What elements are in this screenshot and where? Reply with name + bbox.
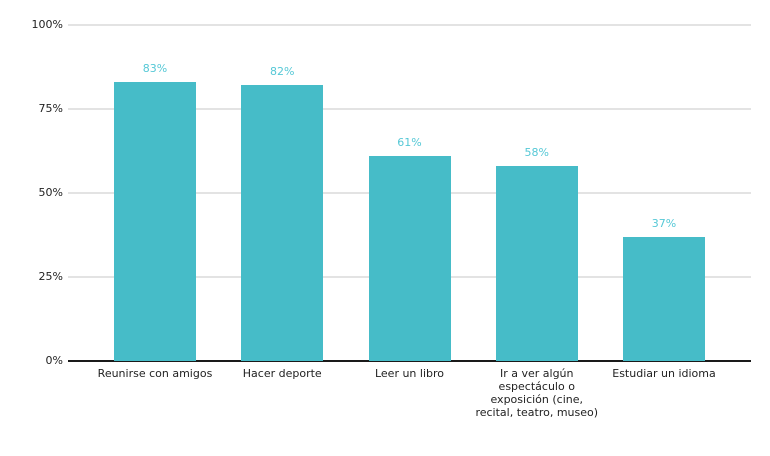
bar: [495, 166, 578, 361]
bar-value-label: 37%: [651, 216, 677, 230]
bar-value-label: 83%: [142, 62, 168, 76]
x-axis-category-label: Ir a ver algún espectáculo o exposición …: [475, 367, 599, 419]
bar-value-label: 61%: [397, 136, 422, 150]
bar-value-label: 58%: [524, 146, 549, 160]
y-axis-tick-label: 25%: [38, 270, 63, 283]
bar: [623, 236, 705, 361]
y-axis-tick-label: 100%: [31, 18, 63, 31]
y-axis-tick-label: 50%: [38, 186, 63, 199]
bar: [368, 156, 451, 361]
x-axis-line: [68, 360, 751, 362]
bar-value-label: 82%: [270, 65, 295, 79]
gridline: [68, 24, 751, 26]
x-axis-category-label: Hacer deporte: [242, 367, 322, 380]
bar: [114, 82, 196, 361]
gridline: [68, 108, 751, 110]
y-axis-tick-label: 75%: [38, 102, 63, 115]
x-axis-category-label: Estudiar un idioma: [612, 367, 716, 380]
x-axis-category-label: Reunirse con amigos: [97, 367, 213, 380]
plot-area: 83% 82% 61% 58% 37%: [68, 24, 751, 362]
bar: [241, 85, 324, 361]
x-axis-category-label: Leer un libro: [374, 367, 445, 380]
y-axis-tick-label: 0%: [45, 354, 63, 367]
